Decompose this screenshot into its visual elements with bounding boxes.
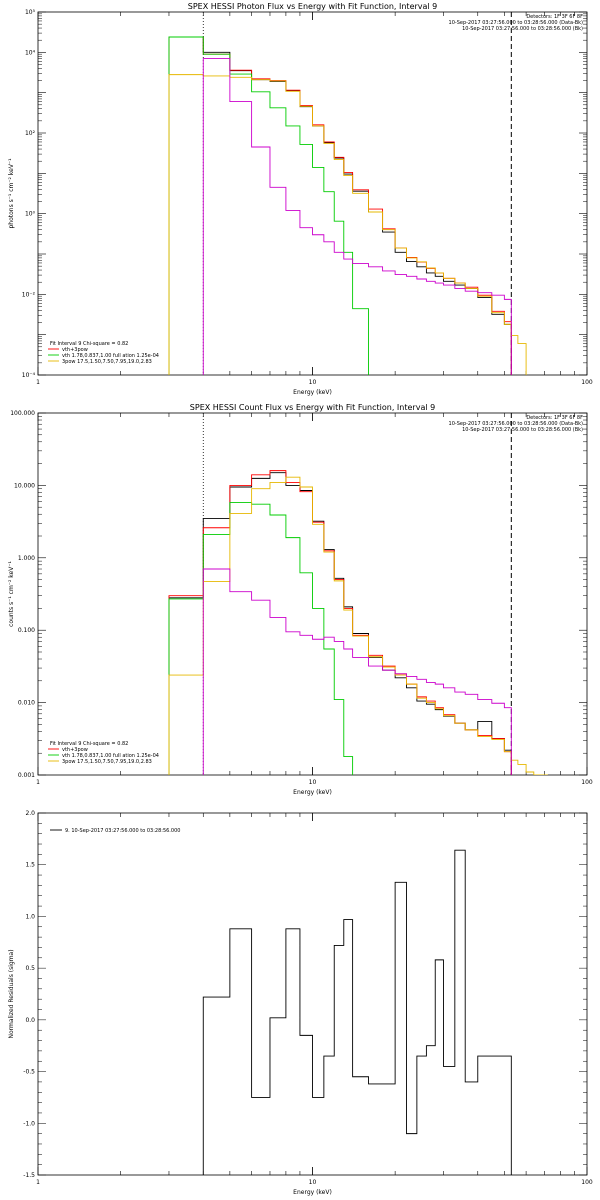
y-tick-label: -1.0 [23, 1120, 35, 1127]
fit-info-line: vth+3pow [62, 747, 88, 753]
series-line-1 [168, 472, 512, 775]
x-tick-label: 1 [36, 1179, 40, 1186]
series-line-1 [168, 36, 512, 375]
info-line: 10-Sep-2017 03:27:56.000 to 03:28:56.000… [449, 421, 584, 427]
y-tick-label: 10⁻⁴ [22, 372, 36, 379]
y-tick-label: 1.0 [25, 913, 35, 920]
x-tick-label: 1 [36, 379, 40, 386]
fit-info-line: Fit Interval 9 Chi-square = 0.82 [50, 341, 128, 347]
x-tick-label: 100 [581, 779, 593, 786]
chart-panel-1: SPEX HESSI Photon Flux vs Energy with Fi… [8, 2, 593, 396]
y-tick-label: 10⁵ [25, 9, 36, 16]
chart-panel-2: SPEX HESSI Count Flux vs Energy with Fit… [8, 403, 593, 796]
series-line-3 [168, 36, 369, 375]
y-axis-label: counts s⁻¹ cm⁻² keV⁻¹ [8, 561, 15, 627]
y-axis-label: photons s⁻¹ cm⁻² keV⁻¹ [8, 158, 15, 229]
y-tick-label: 2.0 [25, 810, 35, 817]
fit-info-line: 3pow 17.5,1.50,7.50,7.95,19.0,2.83 [62, 359, 152, 365]
x-tick-label: 10 [309, 379, 317, 386]
info-line: 10-Sep-2017 03:27:56.000 to 03:28:56.000… [462, 26, 583, 32]
chart-title: SPEX HESSI Photon Flux vs Energy with Fi… [188, 2, 438, 11]
chart-panel-3: 1 10 100 -1.5 -1.0 -0.5 0.0 0.5 1.0 1.5 2.0 Energy … [8, 810, 593, 1196]
fit-info-line: 3pow 17.5,1.50,7.50,7.95,19.0,2.83 [62, 759, 152, 765]
y-tick-label: -0.5 [23, 1069, 35, 1076]
y-tick-label: 100.000 [10, 410, 35, 417]
series-line-1 [202, 849, 512, 1175]
y-tick-label: 0.010 [18, 700, 35, 707]
y-tick-label: 1.000 [18, 555, 35, 562]
series-line-3 [168, 502, 354, 775]
fit-info-line: vth 1.78,0.837,1.00 full ation 1.25e-04 [62, 353, 159, 359]
y-tick-label: 10⁴ [25, 49, 36, 56]
x-tick-label: 100 [581, 1179, 593, 1186]
series-line-5 [202, 568, 512, 775]
info-line: Detectors: 1F 3F 6F 8F [526, 415, 583, 421]
chart-title: SPEX HESSI Count Flux vs Energy with Fit… [190, 403, 435, 412]
info-line: 10-Sep-2017 03:27:56.000 to 03:28:56.000… [449, 20, 584, 26]
info-line: Detectors: 1F 3F 6F 8F [526, 14, 583, 20]
info-line: 10-Sep-2017 03:27:56.000 to 03:28:56.000… [462, 427, 583, 433]
x-tick-label: 10 [309, 779, 317, 786]
y-tick-label: -1.5 [23, 1172, 35, 1179]
series-line-2 [168, 470, 512, 775]
y-tick-label: 10⁻² [22, 291, 36, 298]
y-tick-label: 10.000 [14, 482, 35, 489]
x-axis-label: Energy (keV) [293, 389, 332, 396]
y-tick-label: 0.0 [25, 1017, 35, 1024]
series-line-4 [168, 74, 527, 375]
series-line-2 [168, 36, 512, 375]
y-tick-label: 0.5 [25, 965, 35, 972]
fit-info-line: vth+3pow [62, 347, 88, 353]
x-tick-label: 1 [36, 779, 40, 786]
x-axis-label: Energy (keV) [293, 789, 332, 796]
y-axis-label: Normalized Residuals (sigma) [8, 949, 15, 1038]
legend-entry: 9. 10-Sep-2017 03:27:56.000 to 03:28:56.… [65, 828, 180, 834]
series-line-5 [202, 58, 512, 375]
fit-info-line: Fit Interval 9 Chi-square = 0.82 [50, 741, 128, 747]
y-tick-label: 0.001 [18, 772, 35, 779]
x-axis-label: Energy (keV) [293, 1189, 332, 1196]
plot-frame [37, 812, 588, 1176]
y-tick-label: 1.5 [25, 862, 35, 869]
y-tick-label: 0.100 [18, 627, 35, 634]
series-line-4 [168, 476, 548, 775]
x-tick-label: 100 [581, 379, 593, 386]
fit-info-line: vth 1.78,0.837,1.00 full ation 1.25e-04 [62, 753, 159, 759]
y-tick-label: 10² [25, 130, 36, 137]
x-tick-label: 10 [309, 1179, 317, 1186]
y-tick-label: 10⁰ [25, 211, 36, 218]
